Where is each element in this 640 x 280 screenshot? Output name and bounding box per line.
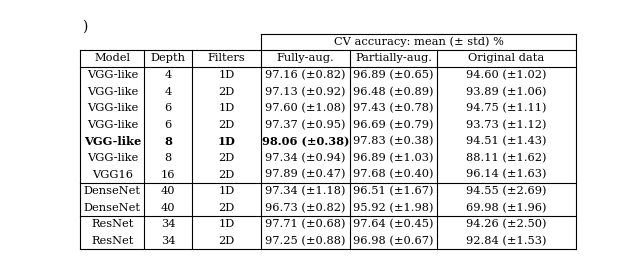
Text: 93.89 (±1.06): 93.89 (±1.06) (467, 87, 547, 97)
Text: 97.34 (±1.18): 97.34 (±1.18) (266, 186, 346, 196)
Text: 95.92 (±1.98): 95.92 (±1.98) (353, 203, 434, 213)
Text: 96.73 (±0.82): 96.73 (±0.82) (266, 203, 346, 213)
Text: 97.83 (±0.38): 97.83 (±0.38) (353, 136, 434, 146)
Text: 96.14 (±1.63): 96.14 (±1.63) (467, 169, 547, 180)
Text: 97.43 (±0.78): 97.43 (±0.78) (353, 103, 434, 113)
Text: Fully-aug.: Fully-aug. (277, 53, 335, 64)
Text: 94.51 (±1.43): 94.51 (±1.43) (467, 136, 547, 146)
Text: ResNet: ResNet (91, 236, 133, 246)
Text: 34: 34 (161, 236, 175, 246)
Text: VGG-like: VGG-like (84, 136, 141, 147)
Text: 34: 34 (161, 219, 175, 229)
Text: 94.55 (±2.69): 94.55 (±2.69) (467, 186, 547, 196)
Text: 94.75 (±1.11): 94.75 (±1.11) (467, 103, 547, 113)
Text: 69.98 (±1.96): 69.98 (±1.96) (467, 203, 547, 213)
Text: 40: 40 (161, 203, 175, 213)
Text: 93.73 (±1.12): 93.73 (±1.12) (467, 120, 547, 130)
Text: 2D: 2D (218, 153, 234, 163)
Text: 2D: 2D (218, 120, 234, 130)
Text: VGG-like: VGG-like (86, 70, 138, 80)
Text: 1D: 1D (218, 70, 234, 80)
Text: Original data: Original data (468, 53, 545, 64)
Text: 1D: 1D (218, 186, 234, 196)
Text: 96.51 (±1.67): 96.51 (±1.67) (353, 186, 434, 196)
Text: 97.16 (±0.82): 97.16 (±0.82) (266, 70, 346, 80)
Text: 8: 8 (164, 136, 172, 147)
Text: 6: 6 (164, 103, 172, 113)
Text: 96.48 (±0.89): 96.48 (±0.89) (353, 87, 434, 97)
Text: 1D: 1D (218, 219, 234, 229)
Text: 97.25 (±0.88): 97.25 (±0.88) (266, 236, 346, 246)
Text: 6: 6 (164, 120, 172, 130)
Text: 97.89 (±0.47): 97.89 (±0.47) (266, 169, 346, 180)
Text: Depth: Depth (150, 53, 186, 64)
Text: ): ) (83, 20, 88, 34)
Text: 8: 8 (164, 153, 172, 163)
Text: DenseNet: DenseNet (84, 203, 141, 213)
Text: VGG-like: VGG-like (86, 103, 138, 113)
Text: 2D: 2D (218, 170, 234, 179)
Text: 97.34 (±0.94): 97.34 (±0.94) (266, 153, 346, 163)
Text: VGG-like: VGG-like (86, 120, 138, 130)
Text: 97.68 (±0.40): 97.68 (±0.40) (353, 169, 434, 180)
Text: 97.60 (±1.08): 97.60 (±1.08) (266, 103, 346, 113)
Text: 96.98 (±0.67): 96.98 (±0.67) (353, 236, 434, 246)
Text: 97.37 (±0.95): 97.37 (±0.95) (266, 120, 346, 130)
Text: VGG-like: VGG-like (86, 153, 138, 163)
Text: 97.64 (±0.45): 97.64 (±0.45) (353, 219, 434, 230)
Text: CV accuracy: mean (± std) %: CV accuracy: mean (± std) % (333, 37, 504, 47)
Text: 2D: 2D (218, 203, 234, 213)
Text: 94.60 (±1.02): 94.60 (±1.02) (467, 70, 547, 80)
Text: 4: 4 (164, 70, 172, 80)
Text: 97.71 (±0.68): 97.71 (±0.68) (266, 219, 346, 230)
Text: 1D: 1D (218, 136, 236, 147)
Text: 98.06 (±0.38): 98.06 (±0.38) (262, 136, 349, 147)
Text: DenseNet: DenseNet (84, 186, 141, 196)
Text: 94.26 (±2.50): 94.26 (±2.50) (467, 219, 547, 230)
Text: 92.84 (±1.53): 92.84 (±1.53) (467, 236, 547, 246)
Text: 88.11 (±1.62): 88.11 (±1.62) (467, 153, 547, 163)
Text: 2D: 2D (218, 87, 234, 97)
Text: VGG16: VGG16 (92, 170, 132, 179)
Text: 4: 4 (164, 87, 172, 97)
Text: 96.89 (±0.65): 96.89 (±0.65) (353, 70, 434, 80)
Text: Model: Model (94, 53, 131, 64)
Text: 40: 40 (161, 186, 175, 196)
Text: 96.89 (±1.03): 96.89 (±1.03) (353, 153, 434, 163)
Text: 1D: 1D (218, 103, 234, 113)
Text: Partially-aug.: Partially-aug. (355, 53, 432, 64)
Text: 97.13 (±0.92): 97.13 (±0.92) (266, 87, 346, 97)
Text: ResNet: ResNet (91, 219, 133, 229)
Text: 2D: 2D (218, 236, 234, 246)
Text: Filters: Filters (207, 53, 245, 64)
Text: 16: 16 (161, 170, 175, 179)
Text: 96.69 (±0.79): 96.69 (±0.79) (353, 120, 434, 130)
Text: VGG-like: VGG-like (86, 87, 138, 97)
